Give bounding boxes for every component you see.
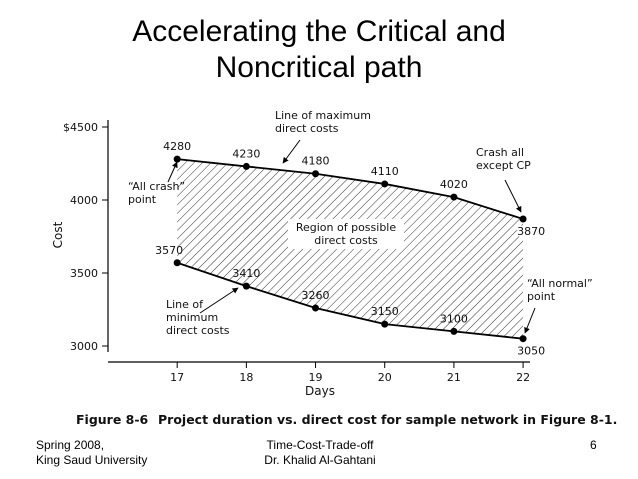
footer-line: King Saud University [36, 453, 148, 467]
footer-center: Time-Cost-Trade-off Dr. Khalid Al-Gahtan… [250, 438, 390, 468]
data-label: 4230 [232, 147, 260, 160]
data-label: 3260 [302, 289, 330, 302]
annotation: Line of [166, 298, 204, 311]
point [242, 282, 250, 290]
footer-line: Spring 2008, [36, 438, 105, 452]
annotation-bg [288, 219, 404, 249]
data-label: 4180 [302, 155, 330, 168]
data-label: 3150 [371, 305, 399, 318]
point [312, 304, 320, 312]
data-label: 3050 [517, 345, 545, 358]
data-label: 3100 [440, 312, 468, 325]
caption-text: Project duration vs. direct cost for sam… [158, 412, 617, 427]
page-number: 6 [590, 438, 597, 452]
annotation: except CP [476, 159, 531, 172]
annotation-arrow [199, 287, 239, 314]
annotation: minimum [166, 311, 218, 324]
annotation: direct costs [166, 324, 230, 337]
y-tick-label: 4000 [70, 194, 98, 207]
point [173, 155, 181, 163]
x-tick-label: 17 [170, 371, 184, 384]
point [519, 335, 527, 343]
annotation: point [527, 290, 556, 303]
annotation-arrow [167, 161, 178, 183]
data-label: 3870 [517, 225, 545, 238]
annotation: Crash all [476, 146, 524, 159]
caption-label: Figure 8-6 [76, 412, 149, 427]
point [173, 259, 181, 267]
series-line [176, 261, 524, 340]
annotation: “All crash” [128, 180, 185, 193]
point [312, 170, 320, 178]
point [450, 193, 458, 201]
annotation: Region of possible [296, 221, 397, 234]
annotation: direct costs [314, 234, 378, 247]
data-label: 4020 [440, 178, 468, 191]
footer-line: Time-Cost-Trade-off [266, 438, 374, 452]
slide-title: Accelerating the Critical and Noncritica… [132, 15, 506, 84]
x-axis-label: Days [305, 384, 335, 398]
annotation: point [128, 193, 157, 206]
x-tick-label: 20 [378, 371, 392, 384]
annotation: direct costs [275, 122, 339, 135]
x-tick-label: 22 [516, 371, 530, 384]
data-label: 4280 [163, 140, 191, 153]
footer-left: Spring 2008, King Saud University [36, 438, 147, 468]
x-tick-label: 19 [309, 371, 323, 384]
annotation-arrow [524, 307, 536, 334]
point [242, 162, 250, 170]
annotation: Line of maximum [275, 109, 371, 122]
point [381, 320, 389, 328]
x-tick-label: 18 [239, 371, 253, 384]
y-tick-label: 3500 [70, 267, 98, 280]
data-label: 3410 [232, 267, 260, 280]
y-axis-label: Cost [51, 221, 65, 248]
point [450, 327, 458, 335]
y-tick-label: $4500 [63, 121, 98, 134]
point [381, 180, 389, 188]
annotation-arrow [504, 179, 522, 213]
annotation-arrow [282, 139, 301, 164]
y-tick-label: 3000 [70, 340, 98, 353]
annotation: “All normal” [527, 277, 593, 290]
x-tick-label: 21 [447, 371, 461, 384]
footer-line: Dr. Khalid Al-Gahtani [264, 453, 376, 467]
data-label: 3570 [155, 244, 183, 257]
data-label: 4110 [371, 165, 399, 178]
series-line [177, 158, 524, 220]
point [519, 215, 527, 223]
